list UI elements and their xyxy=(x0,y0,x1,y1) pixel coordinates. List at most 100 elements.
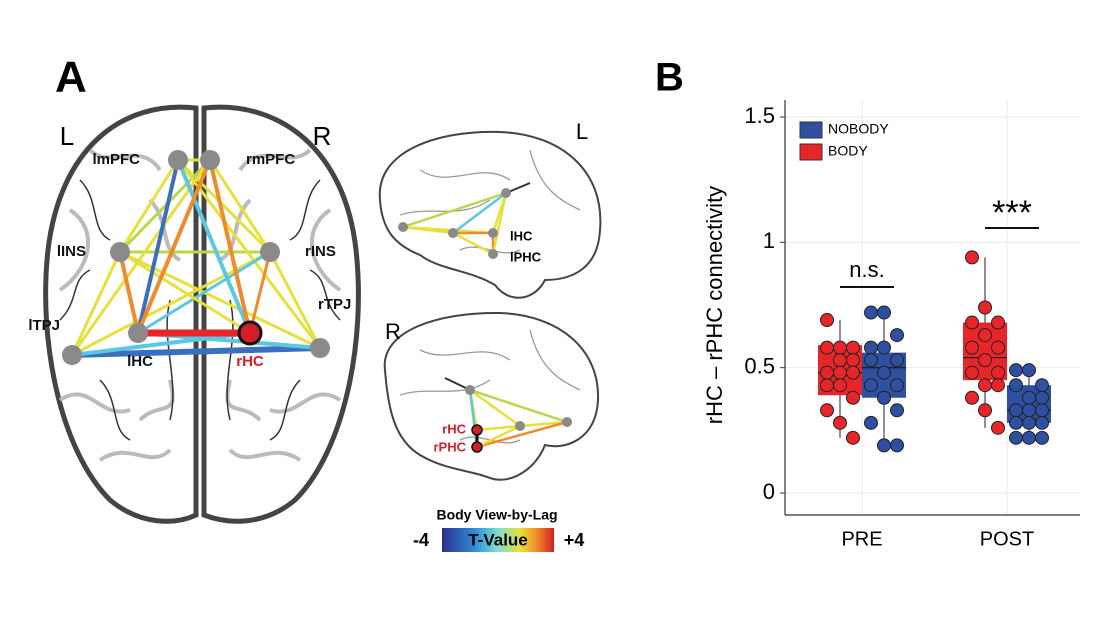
node xyxy=(128,323,148,343)
view-label: R xyxy=(385,319,401,344)
edge xyxy=(136,159,180,334)
node-label: rINS xyxy=(305,243,336,260)
point xyxy=(864,415,878,430)
y-tick-label: 0 xyxy=(763,479,775,504)
panel-label: B xyxy=(655,56,684,100)
point xyxy=(1022,403,1036,418)
edge xyxy=(491,192,508,255)
point xyxy=(991,365,1005,380)
point xyxy=(820,365,834,380)
node xyxy=(471,424,483,436)
node-label: rmPFC xyxy=(246,151,295,168)
point xyxy=(991,378,1005,393)
point xyxy=(1035,378,1049,393)
colorbar-label: T-Value xyxy=(468,530,528,549)
node xyxy=(501,188,511,198)
point xyxy=(965,340,979,355)
point xyxy=(978,328,992,343)
point xyxy=(1022,363,1036,378)
view-label: L xyxy=(576,119,588,144)
node xyxy=(110,242,130,262)
node xyxy=(562,417,572,427)
edge xyxy=(71,345,321,358)
edge xyxy=(176,159,252,334)
point xyxy=(965,365,979,380)
node-label: lHC xyxy=(127,353,153,370)
node xyxy=(168,150,188,170)
point xyxy=(1035,403,1049,418)
point xyxy=(890,353,904,368)
point xyxy=(1009,403,1023,418)
node-label: lTPJ xyxy=(28,317,60,334)
edge xyxy=(71,331,251,357)
point xyxy=(890,403,904,418)
point xyxy=(820,340,834,355)
node xyxy=(515,421,525,431)
edge xyxy=(176,159,322,349)
y-tick-label: 1 xyxy=(763,228,775,253)
point xyxy=(820,313,834,328)
point xyxy=(833,378,847,393)
node-label: lPHC xyxy=(510,249,542,264)
point xyxy=(978,353,992,368)
edge xyxy=(402,191,507,229)
y-axis-label: rHC – rPHC connectivity xyxy=(702,186,727,424)
hemisphere-label: L xyxy=(60,121,74,151)
node xyxy=(310,338,330,358)
node-label: rPHC xyxy=(433,439,466,454)
edge xyxy=(119,250,251,335)
point xyxy=(846,340,860,355)
legend-label: BODY xyxy=(828,143,868,159)
y-tick-label: 1.5 xyxy=(744,103,775,128)
panel-label: A xyxy=(55,53,87,102)
colorbar-ticks: -4 +4 xyxy=(413,530,584,550)
point xyxy=(833,365,847,380)
point xyxy=(846,365,860,380)
point xyxy=(846,430,860,445)
x-tick-label: PRE xyxy=(841,528,882,550)
point xyxy=(833,353,847,368)
point xyxy=(877,365,891,380)
colorbar-tick-label: -4 xyxy=(413,530,429,550)
x-tick-label: POST xyxy=(980,528,1034,550)
point xyxy=(1022,430,1036,445)
point xyxy=(1022,415,1036,430)
y-tick-label: 0.5 xyxy=(744,353,775,378)
edge xyxy=(476,424,521,432)
point xyxy=(877,438,891,453)
point xyxy=(1009,430,1023,445)
edge xyxy=(469,388,521,428)
legend-label: NOBODY xyxy=(828,121,889,137)
point xyxy=(890,378,904,393)
significance-label: *** xyxy=(992,194,1032,232)
point xyxy=(991,420,1005,435)
point xyxy=(1035,430,1049,445)
node-label: rTPJ xyxy=(318,296,351,313)
point xyxy=(991,315,1005,330)
edge xyxy=(118,251,140,334)
node xyxy=(237,320,263,346)
point xyxy=(820,378,834,393)
point xyxy=(877,305,891,320)
node xyxy=(260,242,280,262)
significance-label: n.s. xyxy=(849,257,884,282)
point xyxy=(978,378,992,393)
node xyxy=(62,345,82,365)
node xyxy=(448,228,458,238)
colorbar xyxy=(442,528,554,552)
node xyxy=(488,228,498,238)
edge xyxy=(248,251,272,334)
node-label: lmPFC xyxy=(92,151,140,168)
point xyxy=(877,340,891,355)
point xyxy=(1035,390,1049,405)
hemisphere-label: R xyxy=(313,121,332,151)
edges xyxy=(70,158,568,449)
edge xyxy=(476,424,521,449)
edge xyxy=(137,250,271,335)
node xyxy=(200,150,220,170)
point xyxy=(1009,363,1023,378)
point xyxy=(833,415,847,430)
point xyxy=(1009,415,1023,430)
